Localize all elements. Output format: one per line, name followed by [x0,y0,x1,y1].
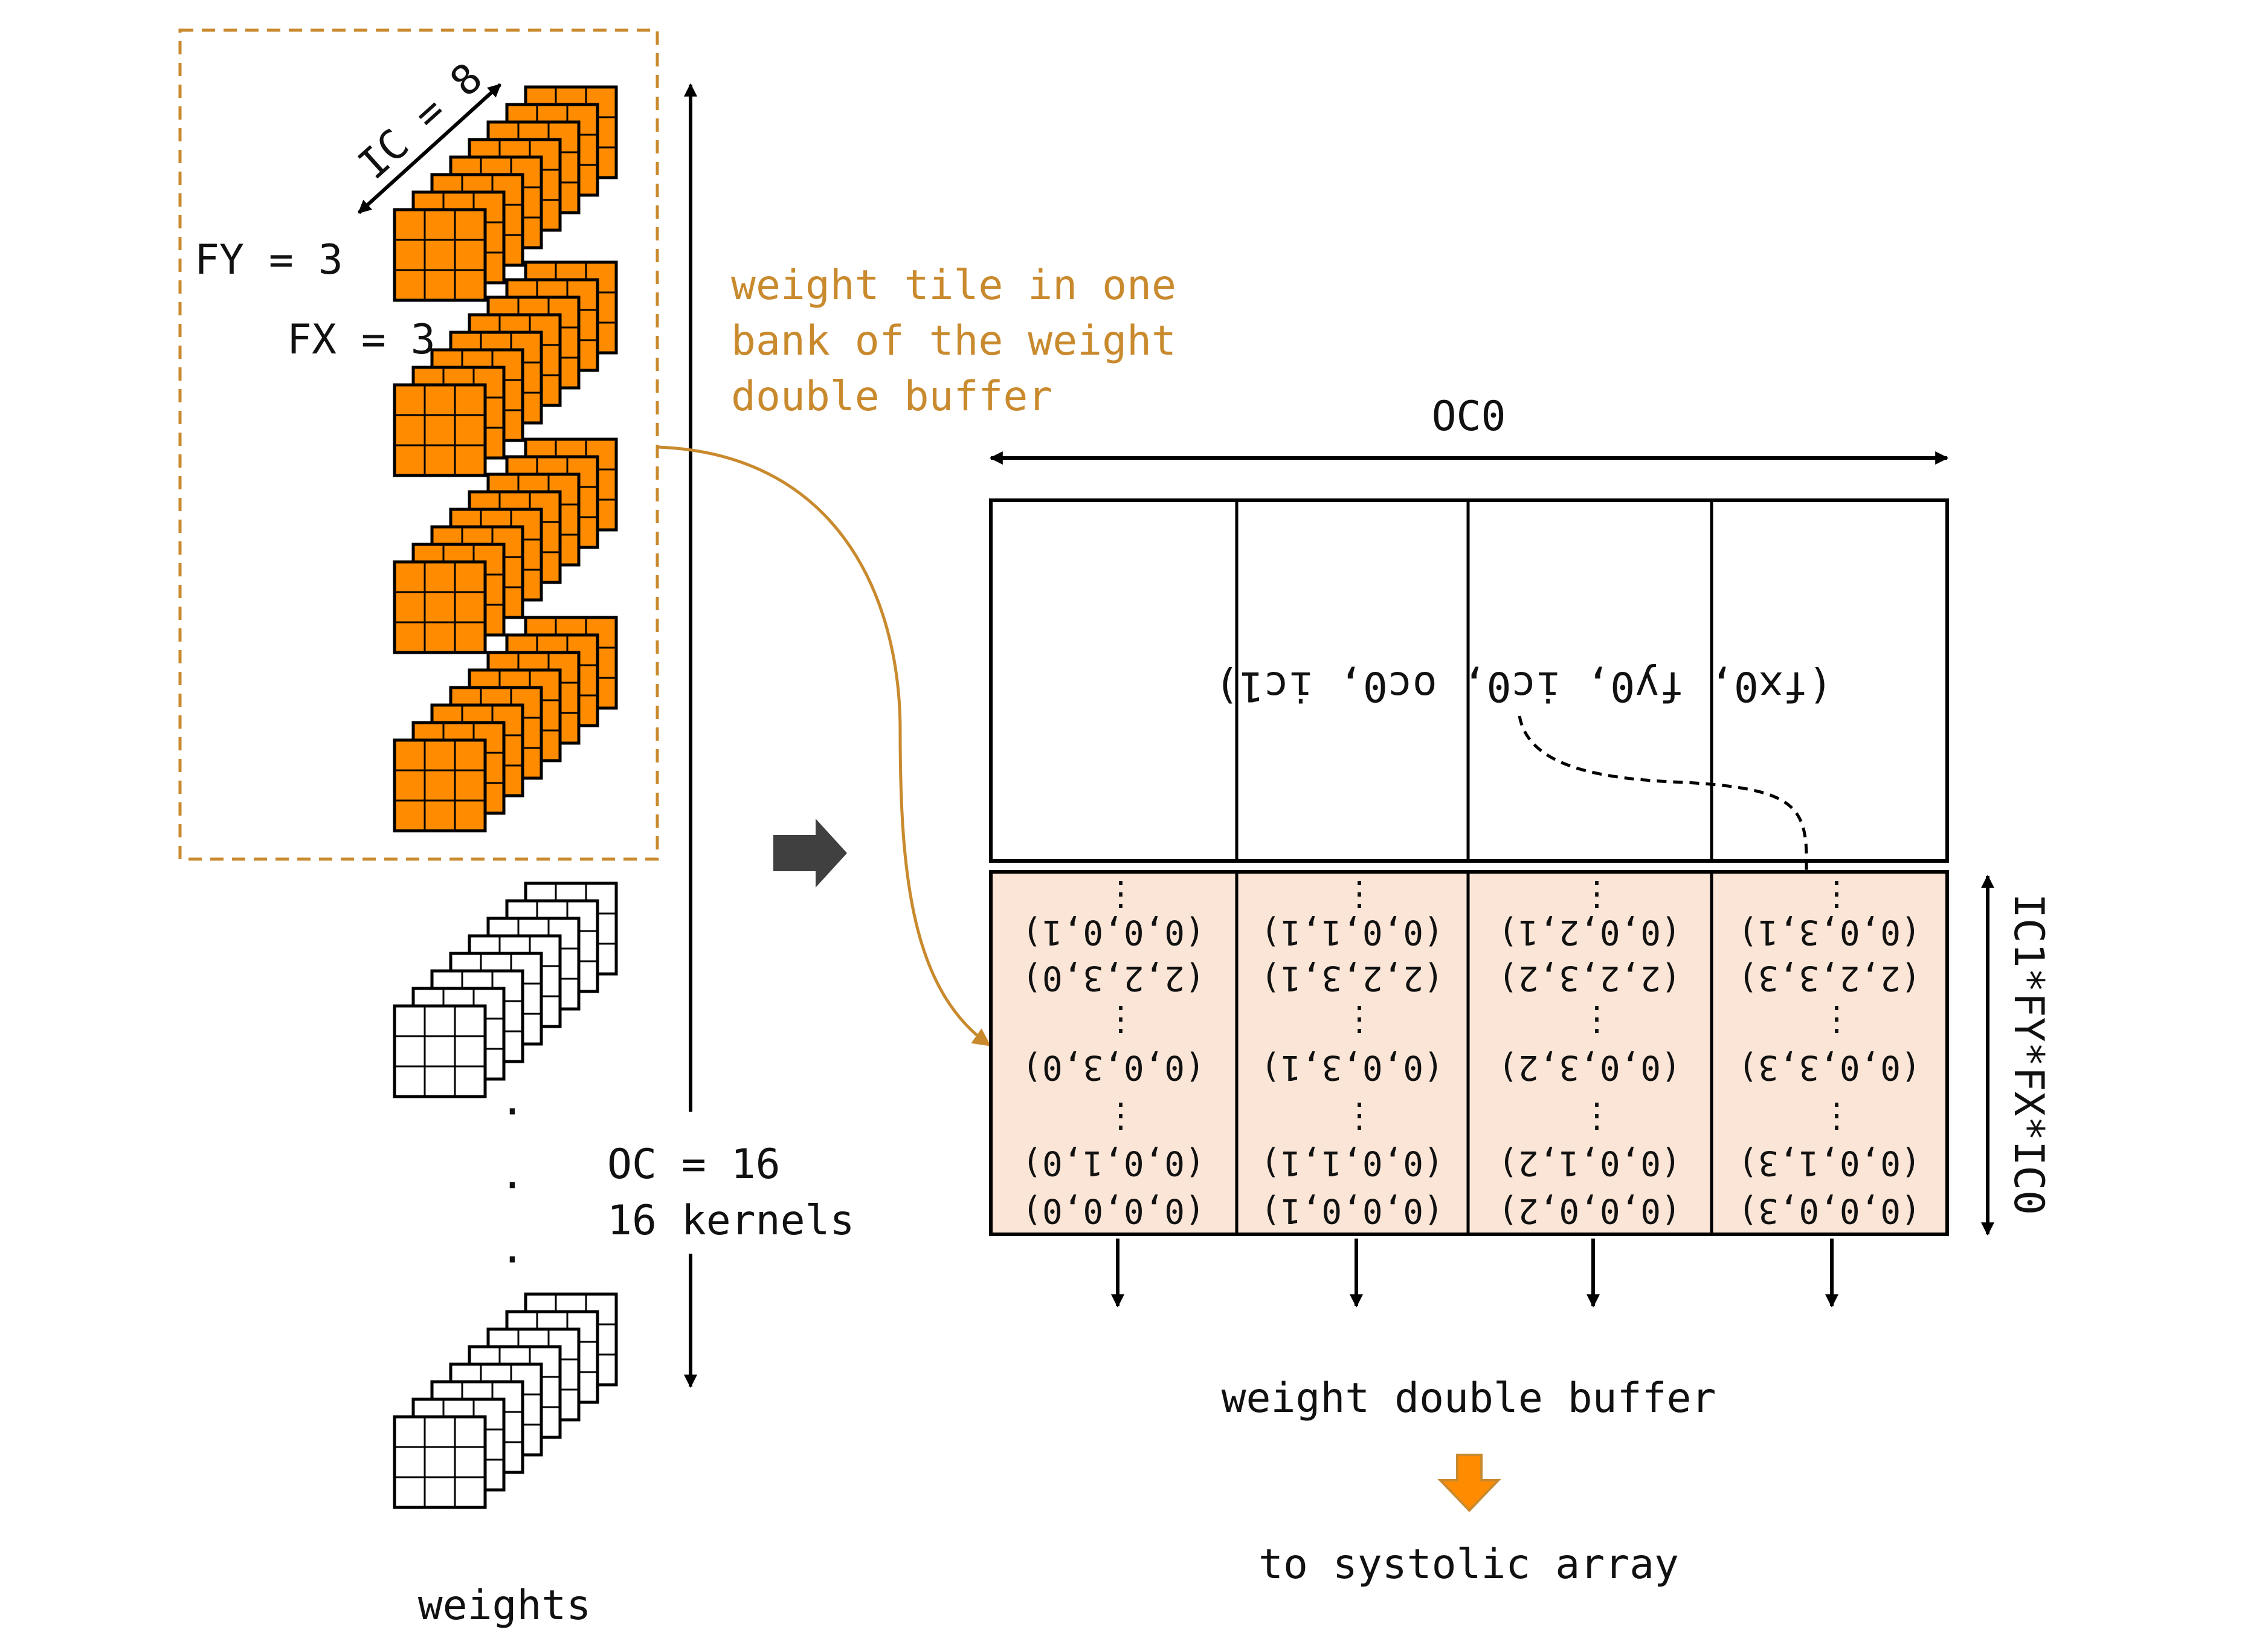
fy-label: FY = 3 [195,236,343,284]
kernel-stack-4 [393,616,618,833]
filter-slice [393,1004,487,1098]
buffer-cell: (0,0,1,1) [1260,1143,1443,1182]
stack-ellipsis-3: · [500,1236,525,1284]
buffer-header [989,498,1949,863]
buffer-body [989,870,1949,1236]
buffer-cell: (0,0,3,1) [1738,912,1921,952]
ic-arrow [357,83,502,214]
buffer-cell: (2,2,3,0) [1022,958,1205,997]
target-caption: to systolic array [1258,1541,1679,1588]
buffer-cell: (0,0,0,3) [1738,1191,1921,1230]
buffer-cell: (0,0,3,1) [1260,1048,1443,1087]
buffer-vdots: ⋮ [1104,874,1138,914]
buffer-vdots: ⋮ [1580,1096,1614,1135]
buffer-cell: (0,0,0,2) [1498,1191,1681,1230]
kernel-stacks [393,85,618,1509]
weights-caption: weights [418,1582,591,1629]
tile-to-buffer-connector [657,445,991,1047]
kernel-count-label: 16 kernels [607,1197,854,1245]
filter-slice [393,560,487,654]
buffer-vdots: ⋮ [1104,999,1138,1039]
buffer-vdots: ⋮ [1580,999,1614,1039]
kernel-stack-5 [393,881,618,1098]
buffer-cell: (0,0,2,1) [1498,912,1681,952]
buffer-vdots: ⋮ [1820,874,1854,914]
kernel-stack-6 [393,1292,618,1509]
kernel-stack-3 [393,437,618,654]
buffer-vdots: ⋮ [1820,1096,1854,1135]
buffer-cells: (0,0,0,1) (2,2,3,0) (0,0,3,0) (0,0,1,0) (0,0… [1022,874,1921,1230]
buffer-cell: (0,0,1,1) [1260,912,1443,952]
stack-ellipsis-1: · [500,1088,525,1136]
buffer-vdots: ⋮ [1580,874,1614,914]
oc-count-label: OC = 16 [607,1141,781,1188]
transform-arrow [773,819,847,888]
buffer-vdots: ⋮ [1820,999,1854,1039]
ic1-axis-label: IC1*FY*FX*IC0 [2005,894,2052,1215]
buffer-cell: (0,0,3,3) [1738,1048,1921,1087]
buffer-cell: (0,0,1,2) [1498,1143,1681,1182]
buffer-cell: (0,0,1,3) [1738,1143,1921,1182]
weight-tile-boundary [178,28,659,861]
filter-slice [393,738,487,833]
buffer-vdots: ⋮ [1104,1096,1138,1135]
buffer-cell: (0,0,0,1) [1022,912,1205,952]
buffer-cell: (0,0,3,0) [1022,1048,1205,1087]
buffer-cell: (2,2,3,1) [1260,958,1443,997]
buffer-cell: (0,0,0,1) [1260,1191,1443,1230]
tile-note-line-1: weight tile in one [731,262,1176,309]
buffer-header-index: (fx0, fy0, ic0, oc0, ic1) [1214,662,1833,710]
buffer-cell: (0,0,1,0) [1022,1143,1205,1182]
buffer-vdots: ⋮ [1342,999,1376,1039]
oc0-label: OC0 [1432,393,1506,440]
tile-note-line-2: bank of the weight [731,317,1176,365]
filter-slice [393,208,487,302]
filter-slice [393,383,487,477]
fx-label: FX = 3 [287,316,436,364]
buffer-vdots: ⋮ [1342,1096,1376,1135]
filter-slice [393,1415,487,1509]
buffer-cell: (2,2,3,3) [1738,958,1921,997]
buffer-cell: (0,0,0,0) [1022,1191,1205,1230]
stack-ellipsis-2: · [500,1162,525,1210]
ic0-pointer [1518,715,1813,896]
buffer-vdots: ⋮ [1342,874,1376,914]
buffer-cell: (2,2,3,2) [1498,958,1681,997]
buffer-cell: (0,0,3,2) [1498,1048,1681,1087]
tile-note-line-3: double buffer [731,373,1052,421]
to-array-arrow [1437,1454,1501,1512]
kernel-stack-2 [393,260,618,477]
buffer-caption: weight double buffer [1222,1374,1716,1422]
